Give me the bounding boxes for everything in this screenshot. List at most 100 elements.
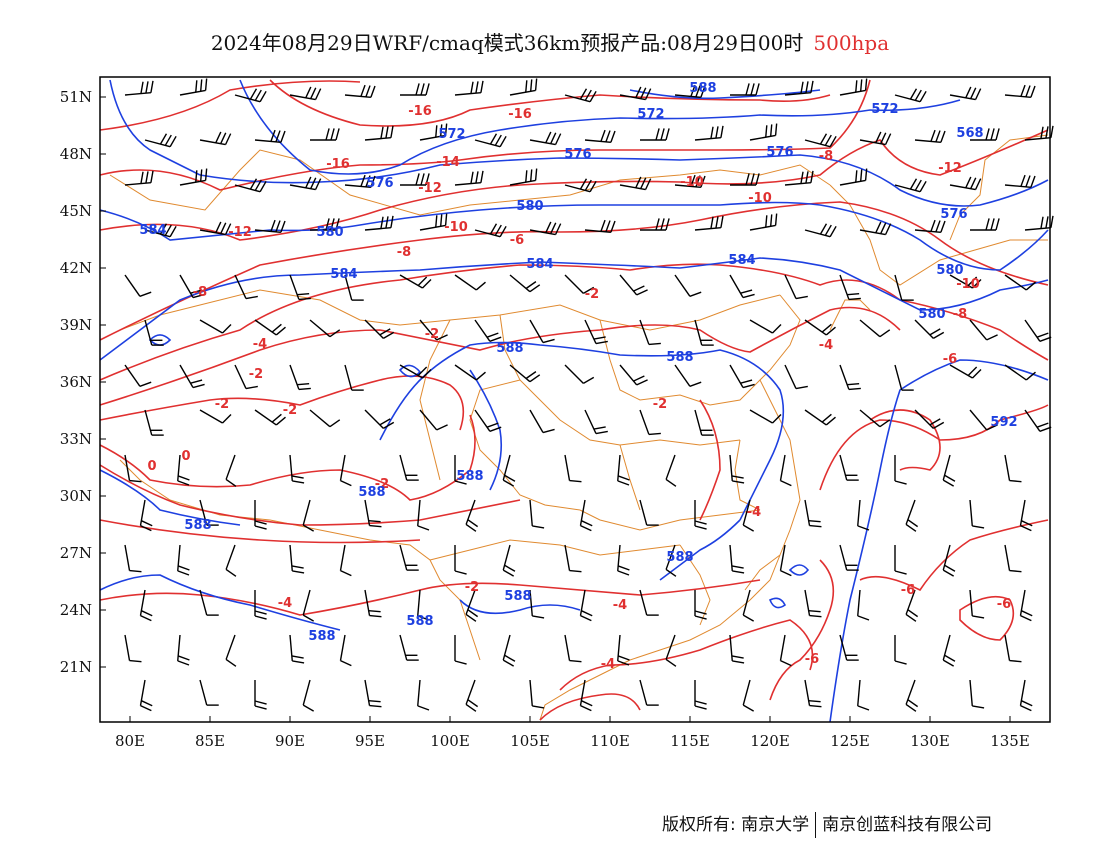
wind-barb [529,589,533,616]
wind-barb-feather [1050,125,1054,138]
wind-barb-feather [665,658,677,667]
wind-barb [839,89,866,96]
wind-barb-feather [750,173,755,186]
wind-barb-feather [475,171,479,184]
wind-barb-feather [731,655,744,659]
boundary-line [949,134,1049,241]
wind-barb-feather [731,475,744,479]
wind-barb-feather [365,175,371,188]
wind-barb-feather [579,88,588,100]
wind-barb [289,364,300,390]
wind-barb [859,409,881,428]
wind-barb-feather [335,128,340,141]
wind-barb-feather [857,705,870,711]
wind-barb-feather [635,86,642,99]
wind-barb [564,544,571,571]
wind-barb-feather [365,85,371,98]
height-label: 576 [766,145,793,160]
wind-barb-feather [314,178,322,190]
temperature-contour [99,579,761,616]
wind-barb-feather [529,79,533,92]
lat-label: 33N [60,430,92,448]
wind-barb-feather [489,223,498,235]
wind-barb-feather [935,220,941,233]
pressure-level: 500hpa [813,31,890,55]
wind-barb-feather [970,87,977,99]
wind-barb-feather [150,80,154,93]
wind-barb-feather [467,609,479,618]
wind-barb-feather [280,220,286,233]
wind-barb-feather [695,175,701,188]
wind-barb-feather [825,416,836,426]
admin-boundaries [109,134,1049,721]
wind-barb [857,589,861,616]
wind-barb [254,409,277,426]
wind-barb-feather [990,218,995,231]
temperature-contour [99,201,1049,341]
height-contour [788,564,810,576]
wind-barb [179,89,206,96]
wind-barb-feather [254,705,267,710]
temperature-contour [869,409,941,471]
wind-barb-feather [929,418,941,426]
wind-barb-feather [291,655,304,659]
wind-barb [729,544,733,571]
wind-barb-feather [821,323,832,333]
wind-barb-feather [169,225,177,238]
wind-barb-feather [420,83,425,96]
height-label: 588 [496,341,523,356]
wind-barb-feather [636,289,648,296]
wind-barb-feather [140,704,152,712]
lon-label: 110E [590,732,630,750]
wind-barb [364,679,371,706]
wind-barb-feather [617,570,630,576]
wind-barb-feather [340,569,352,577]
wind-barb [674,274,691,297]
height-contour [768,597,787,609]
wind-barb-feather [159,133,168,145]
wind-barb-feather [270,129,276,142]
wind-barb-feather [444,213,448,226]
wind-barb [364,227,391,231]
temperature-label: -2 [215,397,229,412]
wind-barb [857,499,861,526]
wind-barb-feather [847,292,860,296]
temperature-label: -14 [436,155,460,170]
wind-barb-feather [732,660,745,664]
wind-barb-feather [660,128,665,141]
wind-barb-feather [695,85,701,98]
map-title: 2024年08月29日WRF/cmaq模式36km预报产品:08月29日00时 5… [0,27,1100,56]
wind-barb-feather [690,174,696,187]
wind-barb-feather [439,214,443,227]
wind-barb-feather [145,81,149,94]
temperature-label: -6 [805,652,819,667]
wind-barb-feather [605,130,611,143]
wind-barb-feather [470,171,474,184]
wind-barb-feather [710,126,714,139]
wind-barb-feather [425,173,430,186]
wind-barb [969,409,988,431]
lat-label: 36N [60,373,92,391]
height-contour [99,574,341,631]
temperature-label: -10 [748,191,772,206]
wind-barb [124,544,131,571]
height-label: 580 [936,263,963,278]
wind-barb-feather [330,128,335,141]
wind-barb-feather [254,610,267,615]
wind-barb-feather [417,525,430,531]
wind-barb-feather [275,130,281,143]
lon-label: 90E [275,732,305,750]
wind-barb-feather [1030,175,1036,188]
wind-barb-feather [909,178,918,190]
wind-barb-feather [159,223,168,235]
temperature-label: -4 [819,338,833,353]
wind-barb [564,364,584,384]
wind-barb-feather [795,295,808,300]
wind-barb-feather [617,475,630,481]
wind-barb-feather [808,519,821,523]
wind-barb-feather [177,655,190,661]
wind-barb-feather [583,376,595,384]
wind-barb-feather [529,284,541,293]
temperature-label: -8 [397,245,411,260]
wind-barb [839,179,866,186]
